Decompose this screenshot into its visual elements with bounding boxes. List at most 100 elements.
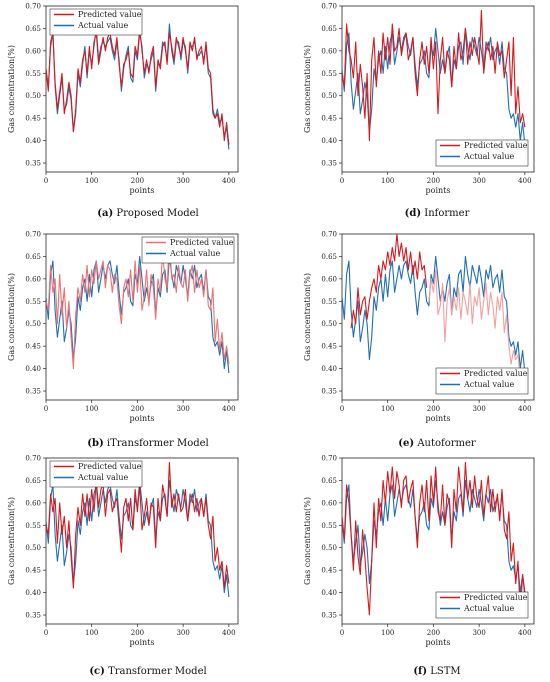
series-line-actual [342, 255, 526, 374]
y-tick-label: 0.45 [25, 567, 41, 575]
y-tick-label: 0.50 [321, 92, 337, 100]
legend: Predicted value Actual value [141, 236, 235, 264]
x-tick-label: 300 [176, 629, 189, 637]
legend: Predicted value Actual value [49, 460, 143, 488]
chart-panel-f: 0.35 0.40 0.45 0.50 0.55 0.60 0.65 0.70 0 100 200 3… [303, 455, 535, 677]
legend-label: Actual value [77, 21, 128, 30]
x-tick-label: 200 [131, 405, 144, 413]
legend: Predicted value Actual value [435, 139, 529, 167]
y-tick-label: 0.35 [25, 388, 41, 396]
x-tick-label: 400 [222, 405, 235, 413]
x-axis-label: points [426, 186, 451, 195]
series-line-predicted [428, 269, 526, 383]
y-tick-label: 0.70 [25, 455, 41, 463]
plot-frame [45, 457, 239, 625]
y-tick-label: 0.55 [321, 522, 337, 530]
chart-panel-a: 0.35 0.40 0.45 0.50 0.55 0.60 0.65 0.70 0 100 200 3… [7, 3, 239, 219]
y-tick-label: 0.60 [321, 499, 337, 507]
panel-caption: (b) iTransformer Model [87, 438, 208, 449]
series-line-predicted [46, 461, 230, 589]
y-tick-label: 0.35 [321, 612, 337, 620]
caption-text: Transformer Model [108, 666, 207, 677]
legend-label: Predicted value [464, 593, 528, 602]
y-tick-label: 0.65 [321, 25, 337, 33]
y-tick-label: 0.45 [25, 115, 41, 123]
y-tick-label: 0.35 [321, 160, 337, 168]
panel-caption: (a) Proposed Model [97, 208, 199, 219]
y-tick-label: 0.50 [25, 544, 41, 552]
legend-label: Predicted value [464, 141, 528, 150]
y-tick-label: 0.70 [25, 231, 41, 239]
y-tick-label: 0.65 [25, 253, 41, 261]
y-tick-label: 0.40 [25, 137, 41, 145]
y-tick-label: 0.55 [25, 298, 41, 306]
chart-panel-e: 0.35 0.40 0.45 0.50 0.55 0.60 0.65 0.70 0 100 200 3… [303, 231, 535, 449]
chart-panel-c: 0.35 0.40 0.45 0.50 0.55 0.60 0.65 0.70 0 100 200 3… [7, 455, 239, 677]
y-tick-label: 0.65 [321, 253, 337, 261]
x-tick-label: 100 [381, 177, 394, 185]
x-tick-label: 200 [427, 629, 440, 637]
y-tick-label: 0.45 [25, 343, 41, 351]
y-tick-label: 0.60 [321, 47, 337, 55]
x-tick-label: 300 [176, 405, 189, 413]
y-tick-label: 0.40 [321, 137, 337, 145]
legend-box [435, 367, 529, 395]
y-tick-label: 0.50 [321, 544, 337, 552]
legend: Predicted value Actual value [435, 367, 529, 395]
series-line-actual [342, 27, 526, 146]
x-tick-label: 100 [85, 629, 98, 637]
y-tick-label: 0.60 [25, 499, 41, 507]
legend-label: Actual value [77, 473, 128, 482]
caption-letter: (b) [87, 438, 103, 449]
plot-frame [45, 5, 239, 173]
y-tick-label: 0.35 [321, 388, 337, 396]
caption-letter: (e) [398, 438, 414, 449]
x-axis-label: points [130, 414, 155, 423]
y-tick-label: 0.60 [321, 275, 337, 283]
x-tick-label: 300 [472, 405, 485, 413]
x-tick-label: 200 [131, 177, 144, 185]
y-tick-label: 0.70 [321, 231, 337, 239]
x-tick-label: 400 [222, 177, 235, 185]
y-axis-label: Gas concentration(%) [303, 45, 312, 133]
legend-label: Predicted value [78, 10, 142, 19]
panel-caption: (e) Autoformer [398, 438, 476, 449]
caption-letter: (a) [97, 208, 113, 219]
caption-letter: (f) [413, 666, 427, 677]
series-line-predicted [342, 9, 526, 142]
plot-frame [341, 457, 535, 625]
y-tick-label: 0.45 [321, 567, 337, 575]
x-tick-label: 400 [222, 629, 235, 637]
panel-caption: (c) Transformer Model [89, 666, 206, 677]
y-tick-label: 0.40 [25, 365, 41, 373]
legend-label: Actual value [463, 380, 514, 389]
legend-box [49, 460, 143, 488]
y-tick-label: 0.40 [321, 365, 337, 373]
y-tick-label: 0.55 [25, 70, 41, 78]
y-tick-label: 0.65 [25, 477, 41, 485]
y-tick-label: 0.55 [25, 522, 41, 530]
x-tick-label: 200 [427, 405, 440, 413]
caption-text: Proposed Model [116, 208, 198, 219]
x-tick-label: 300 [472, 177, 485, 185]
x-tick-label: 200 [131, 629, 144, 637]
chart-panel-b: 0.35 0.40 0.45 0.50 0.55 0.60 0.65 0.70 0 100 200 3… [7, 231, 239, 449]
series-line-predicted [350, 234, 428, 329]
y-tick-label: 0.40 [321, 589, 337, 597]
legend-label: Predicted value [464, 369, 528, 378]
x-tick-label: 0 [340, 177, 344, 185]
y-tick-label: 0.50 [25, 320, 41, 328]
y-tick-label: 0.50 [321, 320, 337, 328]
x-tick-label: 400 [518, 405, 531, 413]
chart-panel-d: 0.35 0.40 0.45 0.50 0.55 0.60 0.65 0.70 0 100 200 3… [303, 3, 535, 219]
y-tick-label: 0.60 [25, 47, 41, 55]
legend-label: Actual value [169, 249, 220, 258]
x-axis-label: points [130, 186, 155, 195]
legend: Predicted value Actual value [49, 8, 143, 36]
y-tick-label: 0.45 [321, 115, 337, 123]
caption-text: Autoformer [416, 438, 476, 449]
series-line-predicted [342, 461, 526, 616]
legend-label: Actual value [463, 604, 514, 613]
x-tick-label: 100 [381, 405, 394, 413]
